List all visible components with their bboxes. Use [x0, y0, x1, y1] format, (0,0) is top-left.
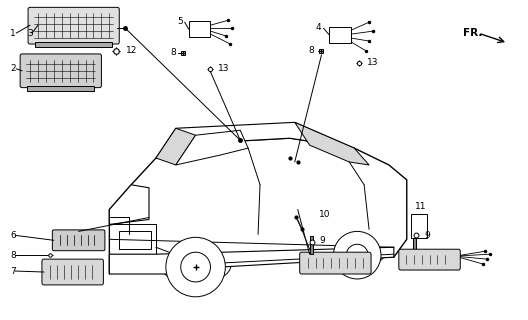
Polygon shape — [295, 122, 369, 165]
Circle shape — [166, 237, 225, 297]
FancyBboxPatch shape — [28, 7, 119, 44]
Bar — [309, 236, 313, 254]
FancyBboxPatch shape — [300, 252, 371, 274]
Text: 13: 13 — [219, 64, 230, 73]
Text: 1: 1 — [10, 28, 16, 38]
Text: 13: 13 — [367, 58, 379, 67]
Text: 5: 5 — [177, 17, 183, 26]
Text: FR.: FR. — [463, 28, 483, 38]
Polygon shape — [109, 185, 149, 224]
Text: 2: 2 — [10, 64, 16, 73]
Text: 11: 11 — [415, 202, 427, 211]
Polygon shape — [156, 128, 195, 165]
Polygon shape — [156, 122, 354, 158]
Text: 9: 9 — [319, 236, 325, 245]
Text: 9: 9 — [425, 231, 430, 240]
Text: 8: 8 — [309, 46, 315, 55]
Bar — [35, 42, 112, 47]
FancyBboxPatch shape — [399, 249, 460, 270]
Text: 4: 4 — [316, 23, 322, 32]
FancyBboxPatch shape — [20, 54, 101, 88]
Circle shape — [181, 252, 211, 282]
Circle shape — [333, 231, 381, 279]
Text: 6: 6 — [10, 231, 16, 240]
Text: 8: 8 — [10, 251, 16, 260]
Text: 3: 3 — [27, 28, 33, 38]
FancyBboxPatch shape — [52, 230, 105, 251]
FancyBboxPatch shape — [42, 259, 103, 285]
Bar — [329, 27, 351, 43]
Bar — [119, 231, 151, 249]
Text: 8: 8 — [170, 48, 176, 57]
Polygon shape — [109, 247, 394, 274]
Bar — [27, 86, 95, 91]
Circle shape — [346, 244, 368, 266]
Text: 10: 10 — [319, 210, 330, 219]
Bar — [188, 21, 211, 37]
Text: 12: 12 — [126, 46, 138, 55]
Text: 7: 7 — [10, 267, 16, 276]
Polygon shape — [109, 138, 407, 274]
Bar — [413, 213, 416, 251]
Bar — [411, 213, 427, 238]
Polygon shape — [176, 130, 248, 165]
